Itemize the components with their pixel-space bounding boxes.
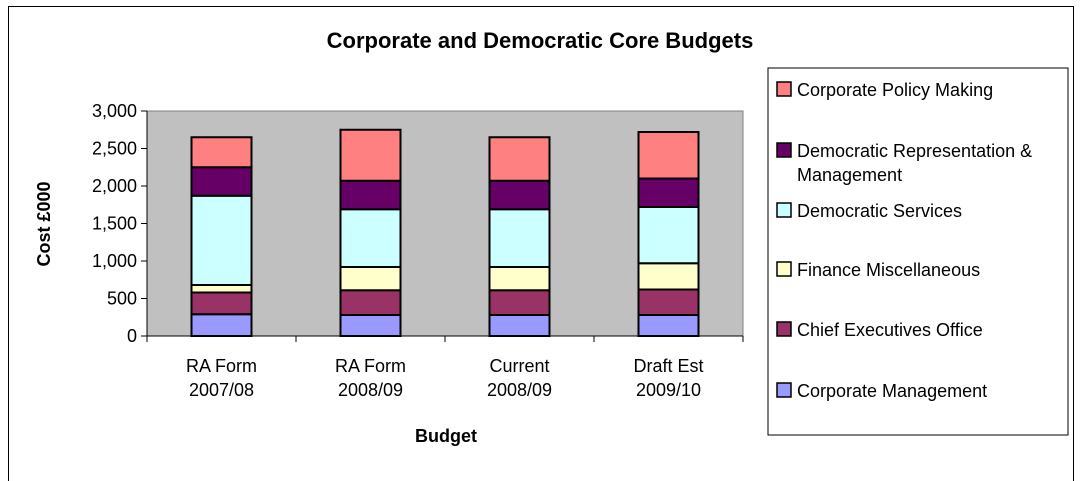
bar-segment	[637, 206, 700, 265]
chart-title: Corporate and Democratic Core Budgets	[327, 28, 754, 53]
x-tick-label: 2008/09	[338, 380, 403, 400]
legend-swatch	[776, 261, 792, 277]
bar-segment	[637, 314, 700, 337]
bar-segment	[190, 136, 253, 169]
y-tick-label: 3,000	[92, 101, 137, 121]
y-axis-title: Cost £000	[34, 181, 54, 266]
bar-segment	[190, 291, 253, 316]
bar-segment	[488, 136, 551, 182]
x-tick-label: Draft Est	[633, 356, 703, 376]
bar-segment	[637, 262, 700, 291]
y-tick-label: 0	[127, 326, 137, 346]
legend-label: Democratic Representation & Management	[797, 141, 1032, 185]
x-axis-title: Budget	[415, 426, 477, 446]
x-tick-label: Current	[489, 356, 549, 376]
legend-label: Corporate Management	[797, 381, 987, 401]
x-tick-label: RA Form	[186, 356, 257, 376]
legend-swatch	[776, 382, 792, 398]
bar-segment	[637, 288, 700, 316]
bar-segment	[339, 266, 402, 292]
bar-segment	[190, 313, 253, 337]
legend-swatch	[776, 142, 792, 158]
legend-label: Corporate Policy Making	[797, 80, 993, 100]
y-tick-label: 1,000	[92, 251, 137, 271]
x-tick-label: RA Form	[335, 356, 406, 376]
legend-swatch	[776, 321, 792, 337]
bar-segment	[488, 208, 551, 268]
y-tick-label: 500	[107, 289, 137, 309]
legend-box	[767, 67, 1069, 436]
bar-segment	[339, 128, 402, 182]
bar-segment	[339, 208, 402, 268]
bar-segment	[339, 314, 402, 337]
legend-swatch	[776, 202, 792, 218]
chart-frame	[8, 6, 1074, 481]
legend-swatch	[776, 81, 792, 97]
legend-label: Chief Executives Office	[797, 320, 983, 340]
y-tick-label: 1,500	[92, 214, 137, 234]
x-tick-label: 2009/10	[636, 380, 701, 400]
bar-segment	[190, 166, 253, 197]
bar-segment	[488, 179, 551, 211]
legend-label: Democratic Services	[797, 201, 962, 221]
bar-segment	[637, 177, 700, 208]
bar-segment	[190, 284, 253, 294]
bar-segment	[488, 289, 551, 316]
bar-segment	[637, 131, 700, 180]
bar-segment	[190, 194, 253, 286]
bar-segment	[488, 314, 551, 337]
bar-segment	[339, 179, 402, 211]
bar-segment	[488, 266, 551, 292]
x-tick-label: 2007/08	[189, 380, 254, 400]
y-tick-label: 2,000	[92, 176, 137, 196]
legend-label: Finance Miscellaneous	[797, 260, 980, 280]
bar-segment	[339, 289, 402, 316]
y-tick-label: 2,500	[92, 139, 137, 159]
x-tick-label: 2008/09	[487, 380, 552, 400]
